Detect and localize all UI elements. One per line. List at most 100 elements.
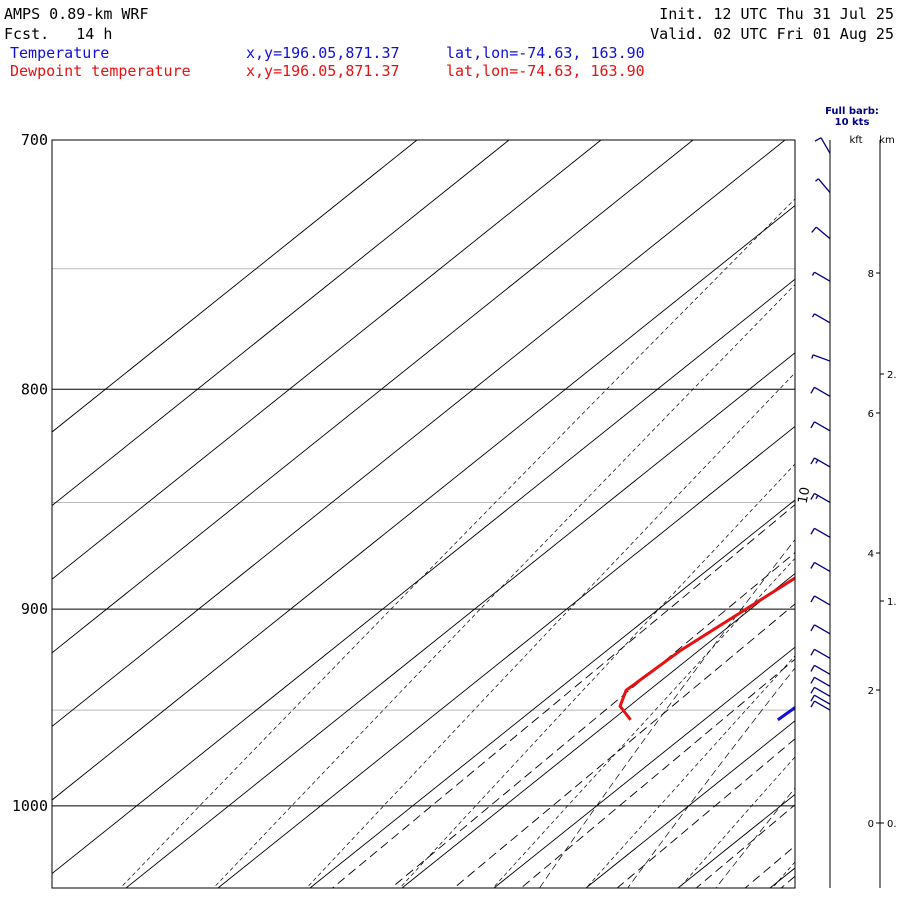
model-title: AMPS 0.89-km WRF — [4, 5, 149, 23]
dry-adiabat — [119, 198, 795, 888]
dry-adiabat — [399, 463, 795, 888]
height-kft-label: 8 — [868, 269, 874, 280]
isotherm-line — [52, 140, 602, 580]
dry-adiabat — [585, 655, 795, 888]
wind-barb-staff — [814, 492, 831, 504]
diagram-labels: 7008009001000-70-60-50-40-30-20-10022023… — [12, 131, 897, 830]
wind-barb-half — [815, 178, 819, 182]
wind-barb-half — [811, 354, 814, 359]
wind-barb-staff — [815, 226, 831, 240]
mixing-ratio-line — [744, 845, 795, 888]
mixing-ratio-line — [616, 738, 795, 888]
wind-barb-staff — [814, 624, 831, 635]
dry-adiabat — [306, 372, 795, 888]
dry-adiabat — [492, 557, 795, 888]
wind-barb-staff — [814, 595, 831, 606]
diagram-grid — [52, 113, 900, 897]
wind-barb-staff — [814, 648, 831, 659]
wind-barb-staff — [814, 694, 831, 705]
legend-dewpoint-label: Dewpoint temperature — [10, 62, 191, 80]
wind-barb-flag — [810, 421, 815, 429]
wind-barb-flag — [814, 137, 822, 142]
height-kft-label: 2 — [868, 686, 874, 697]
wind-barb-flag — [810, 562, 815, 569]
isotherm-line — [401, 573, 795, 888]
forecast-hour: Fcst. 14 h — [4, 25, 112, 43]
wind-barb-flag — [810, 686, 815, 694]
height-kft-label: 4 — [868, 549, 874, 560]
wind-barb-flag — [811, 226, 817, 233]
wind-barb-staff — [817, 178, 831, 194]
dry-adiabat — [678, 756, 795, 888]
wind-barb-staff — [814, 457, 831, 468]
wind-barb-staff — [814, 386, 831, 397]
wind-barb-flag — [810, 677, 815, 684]
isotherm-line — [52, 140, 694, 654]
isotherm-line — [52, 278, 795, 875]
barb-note-line2: 10 kts — [835, 117, 870, 128]
isotherm-line — [52, 140, 786, 727]
isotherm-line — [217, 425, 795, 888]
dewpoint-profile — [618, 576, 795, 721]
mixing-ratio-line — [780, 875, 795, 888]
temperature-profile — [776, 705, 795, 722]
wind-barb-staff — [814, 561, 831, 572]
isotherm-line — [52, 140, 418, 433]
isotherm-line — [52, 140, 510, 507]
wind-barb-flag — [810, 386, 815, 394]
height-kft-label: 6 — [868, 409, 874, 420]
wind-barb-staff — [814, 421, 831, 432]
plot-frame — [51, 139, 796, 889]
wind-barb-half — [815, 495, 819, 500]
mixing-ratio-line — [453, 603, 795, 888]
legend-temperature-xy: x,y=196.05,871.37 — [246, 44, 400, 62]
wind-barb-staff — [814, 686, 831, 697]
wind-barb-flag — [810, 493, 815, 500]
moist-adiabat — [715, 787, 795, 888]
mixing-ratio-line — [520, 658, 795, 888]
wind-barb-half — [815, 459, 819, 464]
legend-temperature-label: Temperature — [10, 44, 109, 62]
dry-adiabat — [858, 113, 900, 897]
km-label: km — [879, 135, 895, 146]
wind-barb-staff — [814, 271, 831, 282]
legend-dewpoint-xy: x,y=196.05,871.37 — [246, 62, 400, 80]
moist-adiabat — [627, 667, 795, 888]
mixing-ratio-line — [695, 804, 795, 888]
dry-adiabat — [212, 284, 795, 888]
isotherm-line — [493, 646, 795, 888]
annotation-label: 10 — [796, 486, 814, 505]
wind-barb-half — [811, 313, 815, 318]
moist-adiabat — [539, 539, 795, 888]
valid-time: Valid. 02 UTC Fri 01 Aug 25 — [650, 25, 894, 43]
wind-barb-staff — [814, 676, 831, 687]
wind-barb-flag — [810, 694, 815, 702]
isotherm-line — [862, 140, 900, 888]
height-km-label: 1. — [887, 597, 897, 608]
wind-barb-staff — [814, 664, 831, 675]
pressure-tick-label: 700 — [21, 131, 48, 149]
isotherm-line — [677, 793, 795, 888]
legend-dewpoint-latlon: lat,lon=-74.63, 163.90 — [446, 62, 645, 80]
kft-label: kft — [849, 135, 862, 146]
height-km-label: 0. — [887, 819, 897, 830]
wind-barb-flag — [810, 624, 815, 632]
height-kft-label: 0 — [868, 819, 874, 830]
pressure-tick-label: 800 — [21, 380, 48, 398]
moist-adiabat — [797, 113, 900, 897]
sounding-profiles — [618, 576, 795, 722]
barb-note-line1: Full barb: — [825, 106, 879, 117]
wind-barb-staff — [814, 313, 831, 324]
isotherm-line — [125, 352, 795, 888]
wind-barb-flag — [810, 457, 815, 465]
wind-barbs — [810, 137, 831, 711]
wind-barb-flag — [810, 700, 815, 708]
mixing-ratio-line — [331, 504, 795, 888]
pressure-tick-label: 900 — [21, 600, 48, 618]
moist-adiabat — [885, 113, 900, 897]
wind-barb-flag — [810, 665, 815, 672]
mixing-ratio-line — [824, 244, 900, 897]
isotherm-line — [309, 499, 795, 888]
legend-temperature-latlon: lat,lon=-74.63, 163.90 — [446, 44, 645, 62]
